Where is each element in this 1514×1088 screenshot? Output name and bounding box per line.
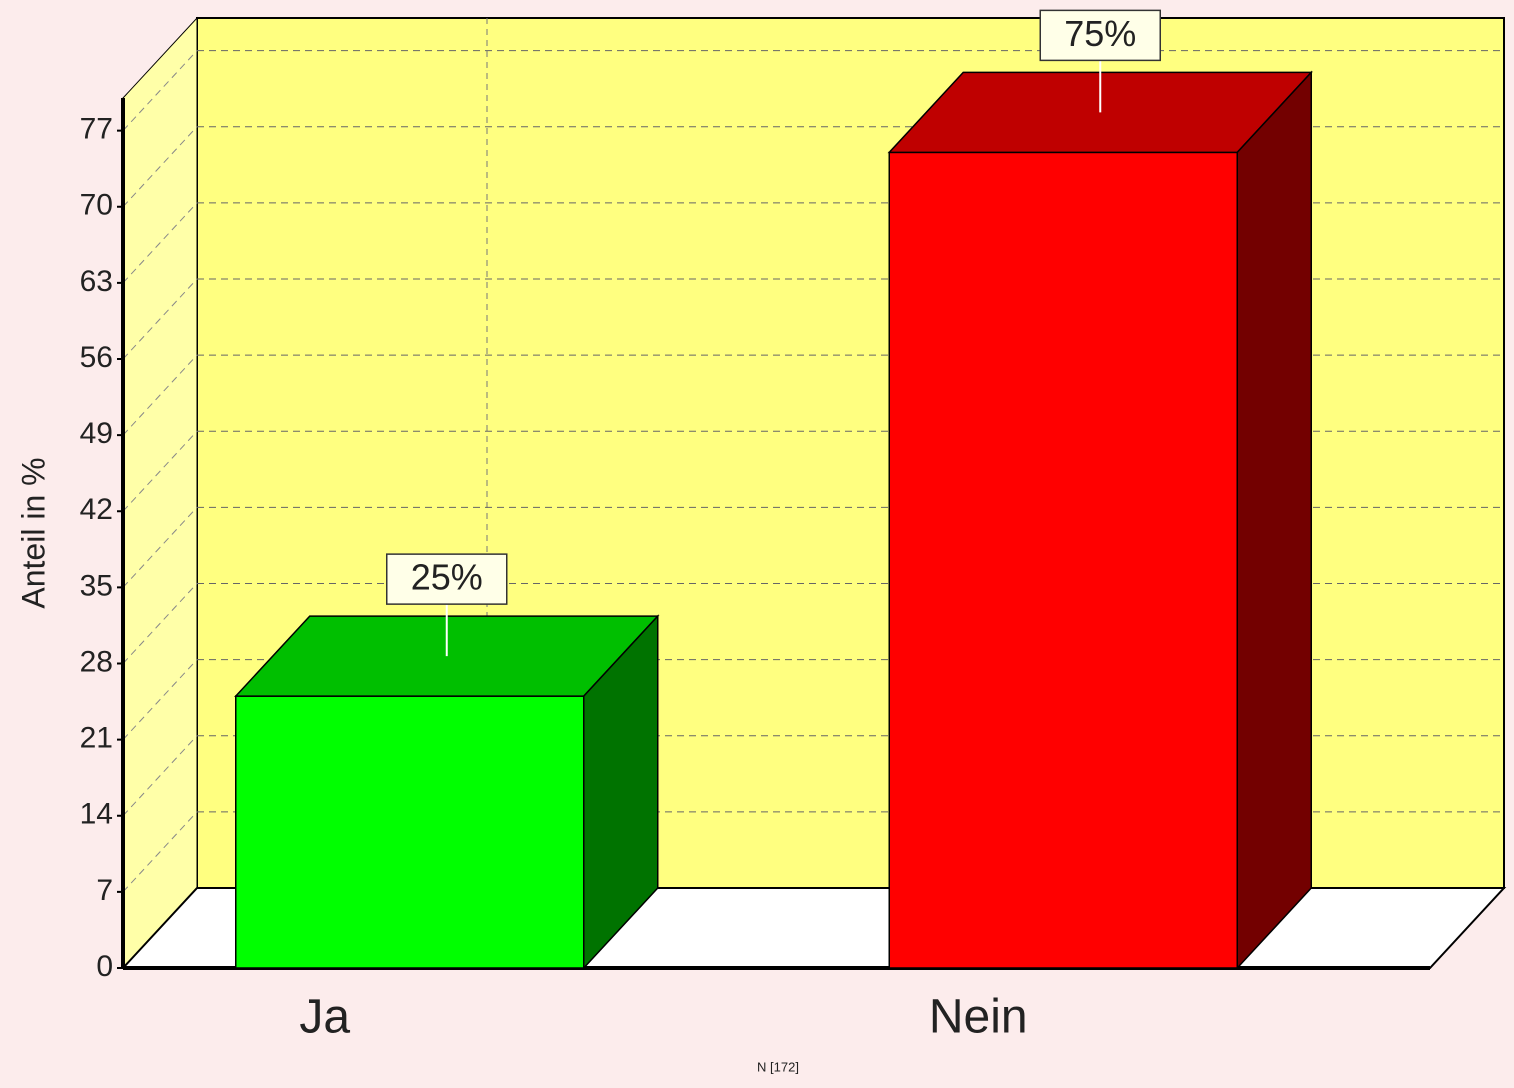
value-label-box [386, 553, 508, 605]
grid-line-side [122, 202, 198, 284]
grid-line-side [122, 50, 198, 131]
bar-side [583, 614, 659, 970]
x-tick-label: Nein [929, 991, 1028, 1044]
x-tick-label: Ja [299, 991, 350, 1044]
bar [888, 151, 1238, 969]
grid-line-side [122, 507, 198, 588]
y-tick-label: 35 [80, 569, 113, 602]
bar-side [1236, 70, 1312, 970]
bar [235, 695, 585, 969]
grid-line-side [122, 735, 198, 817]
y-tick-label: 14 [80, 798, 113, 831]
value-label: 75% [1064, 13, 1136, 54]
left-wall [122, 16, 198, 970]
y-tick-label: 42 [80, 493, 113, 526]
y-tick-label: 49 [80, 417, 113, 450]
y-tick-label: 0 [96, 950, 113, 983]
grid-line-side [122, 430, 198, 512]
grid-line-side [122, 583, 198, 664]
y-axis-label: Anteil in % [15, 457, 51, 608]
value-label: 25% [411, 557, 483, 598]
grid-line-side [122, 811, 198, 893]
footnote: N [172] [757, 1059, 799, 1074]
value-label-box [1039, 9, 1161, 62]
y-tick-label: 77 [80, 113, 113, 146]
grid-line-side [122, 126, 198, 208]
y-tick-label: 70 [80, 189, 113, 222]
grid-line-side [122, 659, 198, 740]
y-tick-label: 56 [80, 341, 113, 374]
y-tick-label: 7 [96, 874, 113, 907]
y-tick-label: 28 [80, 645, 113, 678]
grid-line-side [122, 278, 198, 360]
y-tick-label: 21 [80, 722, 113, 755]
grid-line-side [122, 354, 198, 436]
y-tick-label: 63 [80, 265, 113, 298]
